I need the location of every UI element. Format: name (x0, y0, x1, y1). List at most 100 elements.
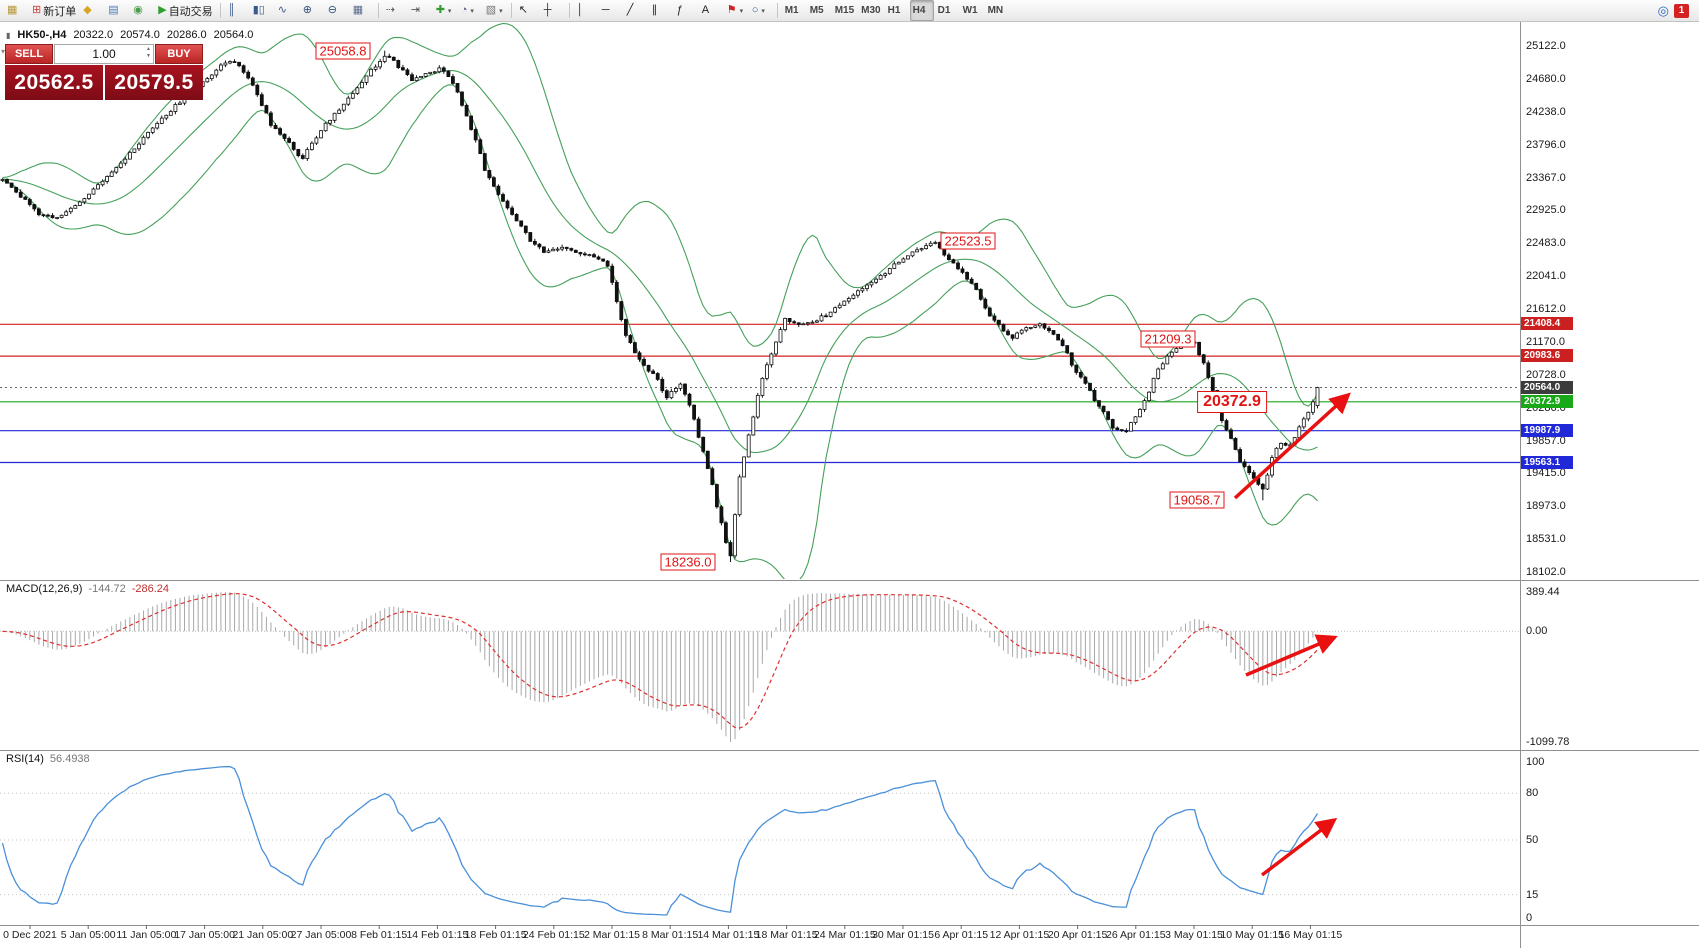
zoom-in-icon: ⊕ (302, 4, 312, 16)
price-axis-label: 19415.0 (1526, 467, 1566, 480)
candlestick-chart-icon: ▮▯ (252, 4, 265, 16)
rsi-axis-label: 0 (1526, 912, 1533, 924)
vertical-line-icon: │ (576, 4, 584, 16)
tf-m5-button-label: M5 (809, 5, 824, 16)
price-axis-label: 21612.0 (1526, 303, 1566, 315)
time-axis-label: 18 Feb 01:15 (464, 929, 527, 941)
tile-windows-button[interactable]: ▦ (350, 0, 374, 21)
tf-mn-button-label: MN (987, 5, 1004, 16)
price-axis-label: 21170.0 (1526, 335, 1565, 348)
ohlc-low: 20286.0 (166, 29, 207, 41)
time-axis-label: 30 Mar 01:15 (872, 929, 934, 941)
tf-w1-button[interactable]: W1 (960, 0, 984, 21)
time-axis-label: 27 Jan 05:00 (290, 929, 352, 941)
macd-signal-value: -286.24 (131, 583, 170, 595)
ohlc-high: 20574.0 (120, 29, 160, 41)
new-order-button[interactable]: ⊞ 新订单 (29, 0, 79, 21)
tf-mn-button[interactable]: MN (985, 0, 1009, 21)
time-axis-label: 17 Jan 05:00 (174, 929, 235, 941)
zoom-out-icon: ⊖ (327, 4, 337, 16)
macd-axis-label: -1099.78 (1526, 736, 1570, 748)
bar-chart-button[interactable]: ║ (225, 0, 249, 21)
sell-price[interactable]: 20562.5 (5, 65, 103, 100)
zoom-in-button[interactable]: ⊕ (300, 0, 324, 21)
cursor-button[interactable]: ↖ (516, 0, 540, 21)
buy-button[interactable]: BUY (155, 44, 203, 64)
stepper-up-icon[interactable]: ▲ (146, 46, 151, 52)
indicators-button[interactable]: ✚ ▾ (433, 0, 457, 21)
time-axis-label: 20 Apr 01:15 (1047, 929, 1108, 941)
one-click-prices: 20562.5 20579.5 (5, 65, 203, 100)
sell-button[interactable]: SELL (5, 44, 53, 64)
toolbar-right-group: ◎ 1 (1658, 3, 1695, 19)
rsi-value: 56.4938 (49, 753, 90, 765)
arrow-flag-button[interactable]: ⚑ ▾ (724, 0, 748, 21)
volume-stepper[interactable]: ▲ ▼ (146, 46, 151, 60)
chart-shift-button[interactable]: ⇥ (408, 0, 432, 21)
rsi-axis-label: 50 (1526, 834, 1539, 846)
vertical-line-button[interactable]: │ (574, 0, 598, 21)
channel-button[interactable]: ∥ (649, 0, 673, 21)
time-axis-label: 24 Feb 01:15 (522, 929, 585, 941)
shapes-button[interactable]: ○ ▾ (749, 0, 773, 21)
line-chart-button[interactable]: ∿ (275, 0, 299, 21)
buy-price[interactable]: 20579.5 (105, 65, 203, 100)
templates-button[interactable]: ▧ ▾ (483, 0, 507, 21)
trendline-button[interactable]: ╱ (624, 0, 648, 21)
tf-w1-button-label: W1 (962, 5, 978, 16)
tf-h1-button[interactable]: H1 (885, 0, 909, 21)
rsi-axis-label: 80 (1526, 787, 1539, 799)
price-annotation-callout: 20372.9 (1197, 390, 1267, 413)
tf-h4-button-label: H4 (912, 5, 926, 16)
tf-m15-button-label: M15 (834, 5, 855, 16)
stepper-down-icon[interactable]: ▼ (146, 53, 151, 59)
notification-badge[interactable]: 1 (1674, 3, 1689, 18)
price-axis-label: 22925.0 (1526, 204, 1566, 217)
volume-input[interactable]: 1.00 ▲ ▼ (54, 44, 154, 64)
auto-trading-button[interactable]: ▶ 自动交易 (155, 0, 215, 21)
volume-value: 1.00 (92, 47, 116, 61)
one-click-collapse-icon[interactable]: ▾ (1, 47, 6, 56)
tf-m1-button[interactable]: M1 (782, 0, 806, 21)
time-axis-label: 12 Apr 01:15 (989, 929, 1050, 941)
crosshair-button[interactable]: ┼ (541, 0, 565, 21)
dropdown-caret-icon: ▾ (739, 7, 744, 15)
periods-button[interactable]: ◔ ▾ (458, 0, 482, 21)
tf-d1-button[interactable]: D1 (935, 0, 959, 21)
price-axis-label: 22483.0 (1526, 237, 1566, 250)
tf-m30-button[interactable]: M30 (858, 0, 883, 21)
price-tag: 20983.6 (1521, 349, 1573, 363)
metaeditor-icon: ◆ (83, 4, 92, 16)
shapes-icon: ○ (751, 4, 759, 16)
auto-trading-button-label: 自动交易 (168, 5, 213, 18)
time-axis-label: 16 May 01:15 (1278, 929, 1343, 941)
tf-h4-button[interactable]: H4 (909, 0, 934, 21)
zoom-out-button[interactable]: ⊖ (325, 0, 349, 21)
time-axis-label: 18 Mar 01:15 (755, 929, 818, 941)
horizontal-line-button[interactable]: ─ (599, 0, 623, 21)
price-axis-label: 18102.0 (1526, 566, 1566, 578)
new-chart-button[interactable]: ▦ (4, 0, 28, 21)
price-axis-label: 18973.0 (1526, 500, 1566, 513)
market-watch-button[interactable]: ▤ (105, 0, 129, 21)
text-icon: A (701, 4, 710, 16)
macd-main-value: -144.72 (88, 583, 126, 595)
tf-d1-button-label: D1 (937, 5, 951, 16)
price-annotation-callout: 19058.7 (1169, 491, 1225, 509)
auto-scroll-button[interactable]: ⇢ (383, 0, 407, 21)
metaeditor-button[interactable]: ◆ (80, 0, 104, 21)
text-button[interactable]: A (699, 0, 723, 21)
search-button[interactable]: ◎ (1657, 2, 1669, 18)
tf-m5-button[interactable]: M5 (807, 0, 831, 21)
candlestick-chart-button[interactable]: ▮▯ (250, 0, 274, 21)
tf-m15-button[interactable]: M15 (832, 0, 857, 21)
time-axis-label: 11 Jan 05:00 (116, 929, 177, 941)
price-axis-label: 19857.0 (1526, 434, 1566, 447)
navigator-button[interactable]: ◉ (130, 0, 154, 21)
time-axis-label: 21 Jan 05:00 (232, 929, 294, 941)
tf-m1-button-label: M1 (784, 5, 799, 16)
price-axis-label: 24680.0 (1526, 72, 1566, 85)
fibonacci-button[interactable]: ƒ (674, 0, 698, 21)
